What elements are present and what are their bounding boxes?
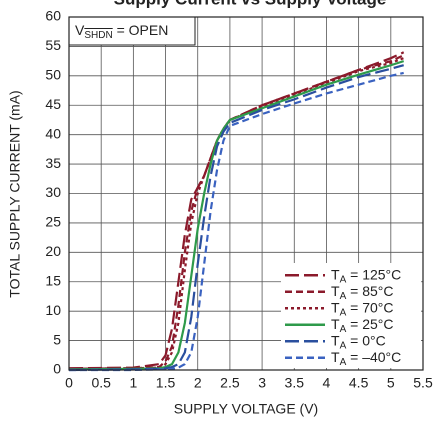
- x-tick-label: 2: [194, 375, 202, 391]
- x-tick-label: 1: [129, 375, 137, 391]
- x-tick-label: 4: [323, 375, 331, 391]
- y-tick-label: 30: [45, 184, 61, 200]
- legend-label: TA = 85°C: [331, 282, 393, 301]
- chart-title: Supply Current vs Supply Voltage: [114, 0, 387, 8]
- x-tick-label: 4.5: [349, 375, 369, 391]
- y-tick-label: 35: [45, 155, 61, 171]
- y-tick-label: 5: [53, 331, 61, 347]
- x-axis-label: SUPPLY VOLTAGE (V): [174, 401, 318, 417]
- x-tick-label: 3: [258, 375, 266, 391]
- y-tick-label: 10: [45, 302, 61, 318]
- legend-label: TA = 70°C: [331, 299, 393, 318]
- y-tick-label: 50: [45, 67, 61, 83]
- x-tick-label: 0.5: [91, 375, 111, 391]
- data-line: [68, 64, 404, 372]
- legend-label: TA = –40°C: [331, 348, 401, 367]
- legend-label: TA = 0°C: [331, 332, 386, 351]
- x-tick-label: 5.5: [413, 375, 433, 391]
- annotation: VSHDN = OPEN: [75, 22, 168, 41]
- data-line: [68, 57, 405, 370]
- y-axis-label: TOTAL SUPPLY CURRENT (mA): [7, 90, 23, 297]
- y-tick-label: 55: [45, 37, 61, 53]
- x-tick-label: 5: [387, 375, 395, 391]
- legend-label: TA = 125°C: [331, 266, 401, 285]
- legend-box: [281, 263, 421, 368]
- x-tick-label: 1.5: [156, 375, 176, 391]
- y-tick-label: 0: [53, 361, 61, 377]
- x-tick-label: 2.5: [220, 375, 240, 391]
- y-tick-label: 60: [45, 8, 61, 24]
- y-tick-label: 15: [45, 272, 61, 288]
- y-tick-label: 45: [45, 96, 61, 112]
- data-line: [69, 71, 404, 372]
- y-tick-label: 20: [45, 243, 61, 259]
- x-tick-label: 0: [65, 375, 73, 391]
- y-tick-label: 40: [45, 125, 61, 141]
- plot-frame: [68, 16, 424, 371]
- y-tick-label: 25: [45, 214, 61, 230]
- data-line: [68, 60, 405, 371]
- legend-label: TA = 25°C: [331, 315, 393, 334]
- annotation-box: [68, 16, 196, 46]
- x-tick-label: 3.5: [285, 375, 305, 391]
